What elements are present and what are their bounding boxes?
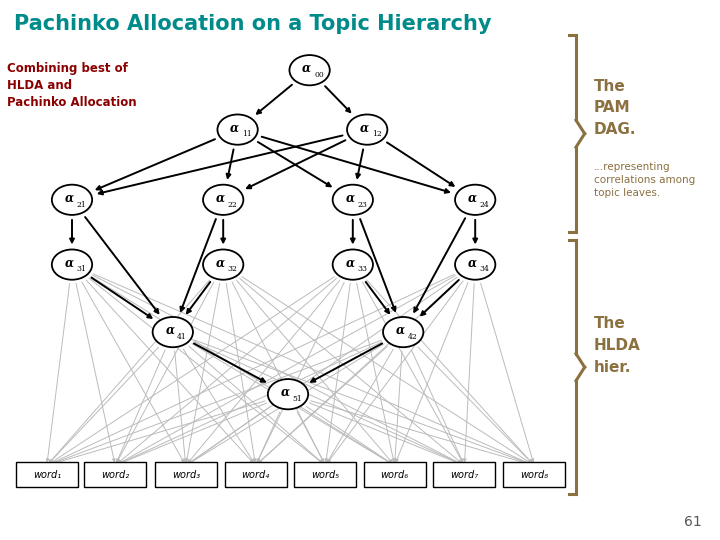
Text: 61: 61 — [684, 515, 702, 529]
FancyBboxPatch shape — [225, 462, 287, 487]
Text: α: α — [302, 62, 311, 75]
FancyBboxPatch shape — [364, 462, 426, 487]
Text: word₅: word₅ — [311, 470, 340, 480]
Circle shape — [289, 55, 330, 85]
Circle shape — [347, 114, 387, 145]
Text: word₁: word₁ — [32, 470, 61, 480]
FancyBboxPatch shape — [155, 462, 217, 487]
Circle shape — [268, 379, 308, 409]
Circle shape — [455, 249, 495, 280]
Text: ...representing
correlations among
topic leaves.: ...representing correlations among topic… — [594, 162, 696, 198]
Text: word₈: word₈ — [520, 470, 549, 480]
Text: Combining best of
HLDA and
Pachinko Allocation: Combining best of HLDA and Pachinko Allo… — [7, 62, 137, 109]
Text: α: α — [346, 256, 354, 269]
Text: word₂: word₂ — [101, 470, 130, 480]
Text: 33: 33 — [357, 266, 367, 273]
Text: α: α — [396, 324, 405, 337]
Text: 24: 24 — [480, 201, 490, 208]
Circle shape — [52, 185, 92, 215]
FancyBboxPatch shape — [84, 462, 146, 487]
Text: HLDA: HLDA — [594, 338, 641, 353]
Text: α: α — [65, 192, 73, 205]
FancyBboxPatch shape — [503, 462, 565, 487]
Text: α: α — [281, 386, 289, 399]
Text: DAG.: DAG. — [594, 122, 636, 137]
FancyBboxPatch shape — [294, 462, 356, 487]
Text: 34: 34 — [480, 266, 490, 273]
Text: Pachinko Allocation on a Topic Hierarchy: Pachinko Allocation on a Topic Hierarchy — [14, 14, 492, 33]
Circle shape — [217, 114, 258, 145]
Text: 22: 22 — [228, 201, 238, 208]
Circle shape — [203, 185, 243, 215]
Text: 23: 23 — [357, 201, 367, 208]
Text: α: α — [230, 122, 239, 134]
FancyBboxPatch shape — [433, 462, 495, 487]
Text: α: α — [468, 192, 477, 205]
Text: word₇: word₇ — [450, 470, 479, 480]
Text: The: The — [594, 316, 626, 332]
Circle shape — [52, 249, 92, 280]
Text: α: α — [360, 122, 369, 134]
Circle shape — [333, 185, 373, 215]
Text: 41: 41 — [177, 333, 187, 341]
Text: α: α — [346, 192, 354, 205]
Text: α: α — [216, 256, 225, 269]
Text: α: α — [65, 256, 73, 269]
Circle shape — [203, 249, 243, 280]
Text: 11: 11 — [242, 131, 252, 138]
FancyBboxPatch shape — [16, 462, 78, 487]
Text: α: α — [468, 256, 477, 269]
Text: 12: 12 — [372, 131, 382, 138]
Text: α: α — [166, 324, 174, 337]
Text: PAM: PAM — [594, 100, 631, 116]
Text: The: The — [594, 79, 626, 94]
Text: word₄: word₄ — [241, 470, 270, 480]
Text: 31: 31 — [76, 266, 86, 273]
Circle shape — [333, 249, 373, 280]
Text: word₆: word₆ — [380, 470, 409, 480]
Text: 32: 32 — [228, 266, 238, 273]
Text: word₃: word₃ — [171, 470, 200, 480]
Text: 00: 00 — [314, 71, 324, 79]
Circle shape — [153, 317, 193, 347]
Circle shape — [455, 185, 495, 215]
Text: 42: 42 — [408, 333, 418, 341]
Text: hier.: hier. — [594, 360, 631, 375]
Circle shape — [383, 317, 423, 347]
Text: 21: 21 — [76, 201, 86, 208]
Text: 51: 51 — [292, 395, 302, 403]
Text: α: α — [216, 192, 225, 205]
